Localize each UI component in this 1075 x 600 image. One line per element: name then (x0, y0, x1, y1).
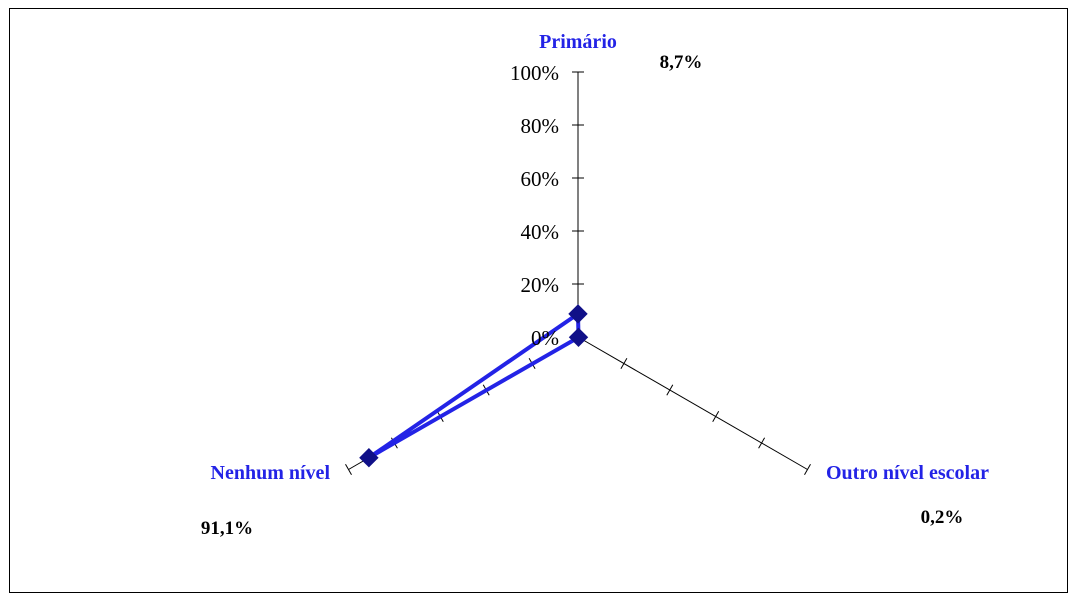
series-line (367, 310, 581, 460)
tick-label-60: 60% (521, 167, 560, 191)
tick-label-80: 80% (521, 114, 560, 138)
tick-outro-nivel-escolar-20 (620, 358, 628, 369)
tick-outro-nivel-escolar-100 (804, 464, 811, 475)
tick-outro-nivel-escolar-60 (712, 411, 720, 422)
radar-series (359, 304, 589, 468)
data-label-outro-nivel-escolar: 0,2% (921, 507, 964, 528)
marker-outro-nivel-escolar (568, 327, 589, 348)
data-label-nenhum-nivel: 91,1% (201, 518, 253, 539)
tick-outro-nivel-escolar-40 (666, 384, 674, 396)
category-label-outro-nivel-escolar: Outro nível escolar (826, 462, 989, 484)
tick-label-20: 20% (521, 273, 560, 297)
category-label-primario: Primário (539, 31, 617, 53)
axis-outro-nivel-escolar (577, 336, 808, 470)
radar-labels: 0% 20% 40% 60% 80% 100% Primário Outro n… (201, 31, 989, 539)
data-label-primario: 8,7% (660, 52, 703, 73)
marker-primario (568, 304, 588, 324)
tick-label-100: 100% (510, 61, 559, 85)
tick-label-0: 0% (531, 326, 559, 350)
marker-nenhum-nivel (359, 447, 379, 468)
tick-outro-nivel-escolar-80 (758, 437, 766, 449)
category-label-nenhum-nivel: Nenhum nível (211, 462, 331, 484)
chart-border (9, 8, 1068, 593)
tick-label-40: 40% (521, 220, 560, 244)
tick-nenhum-nivel-100 (345, 464, 352, 475)
